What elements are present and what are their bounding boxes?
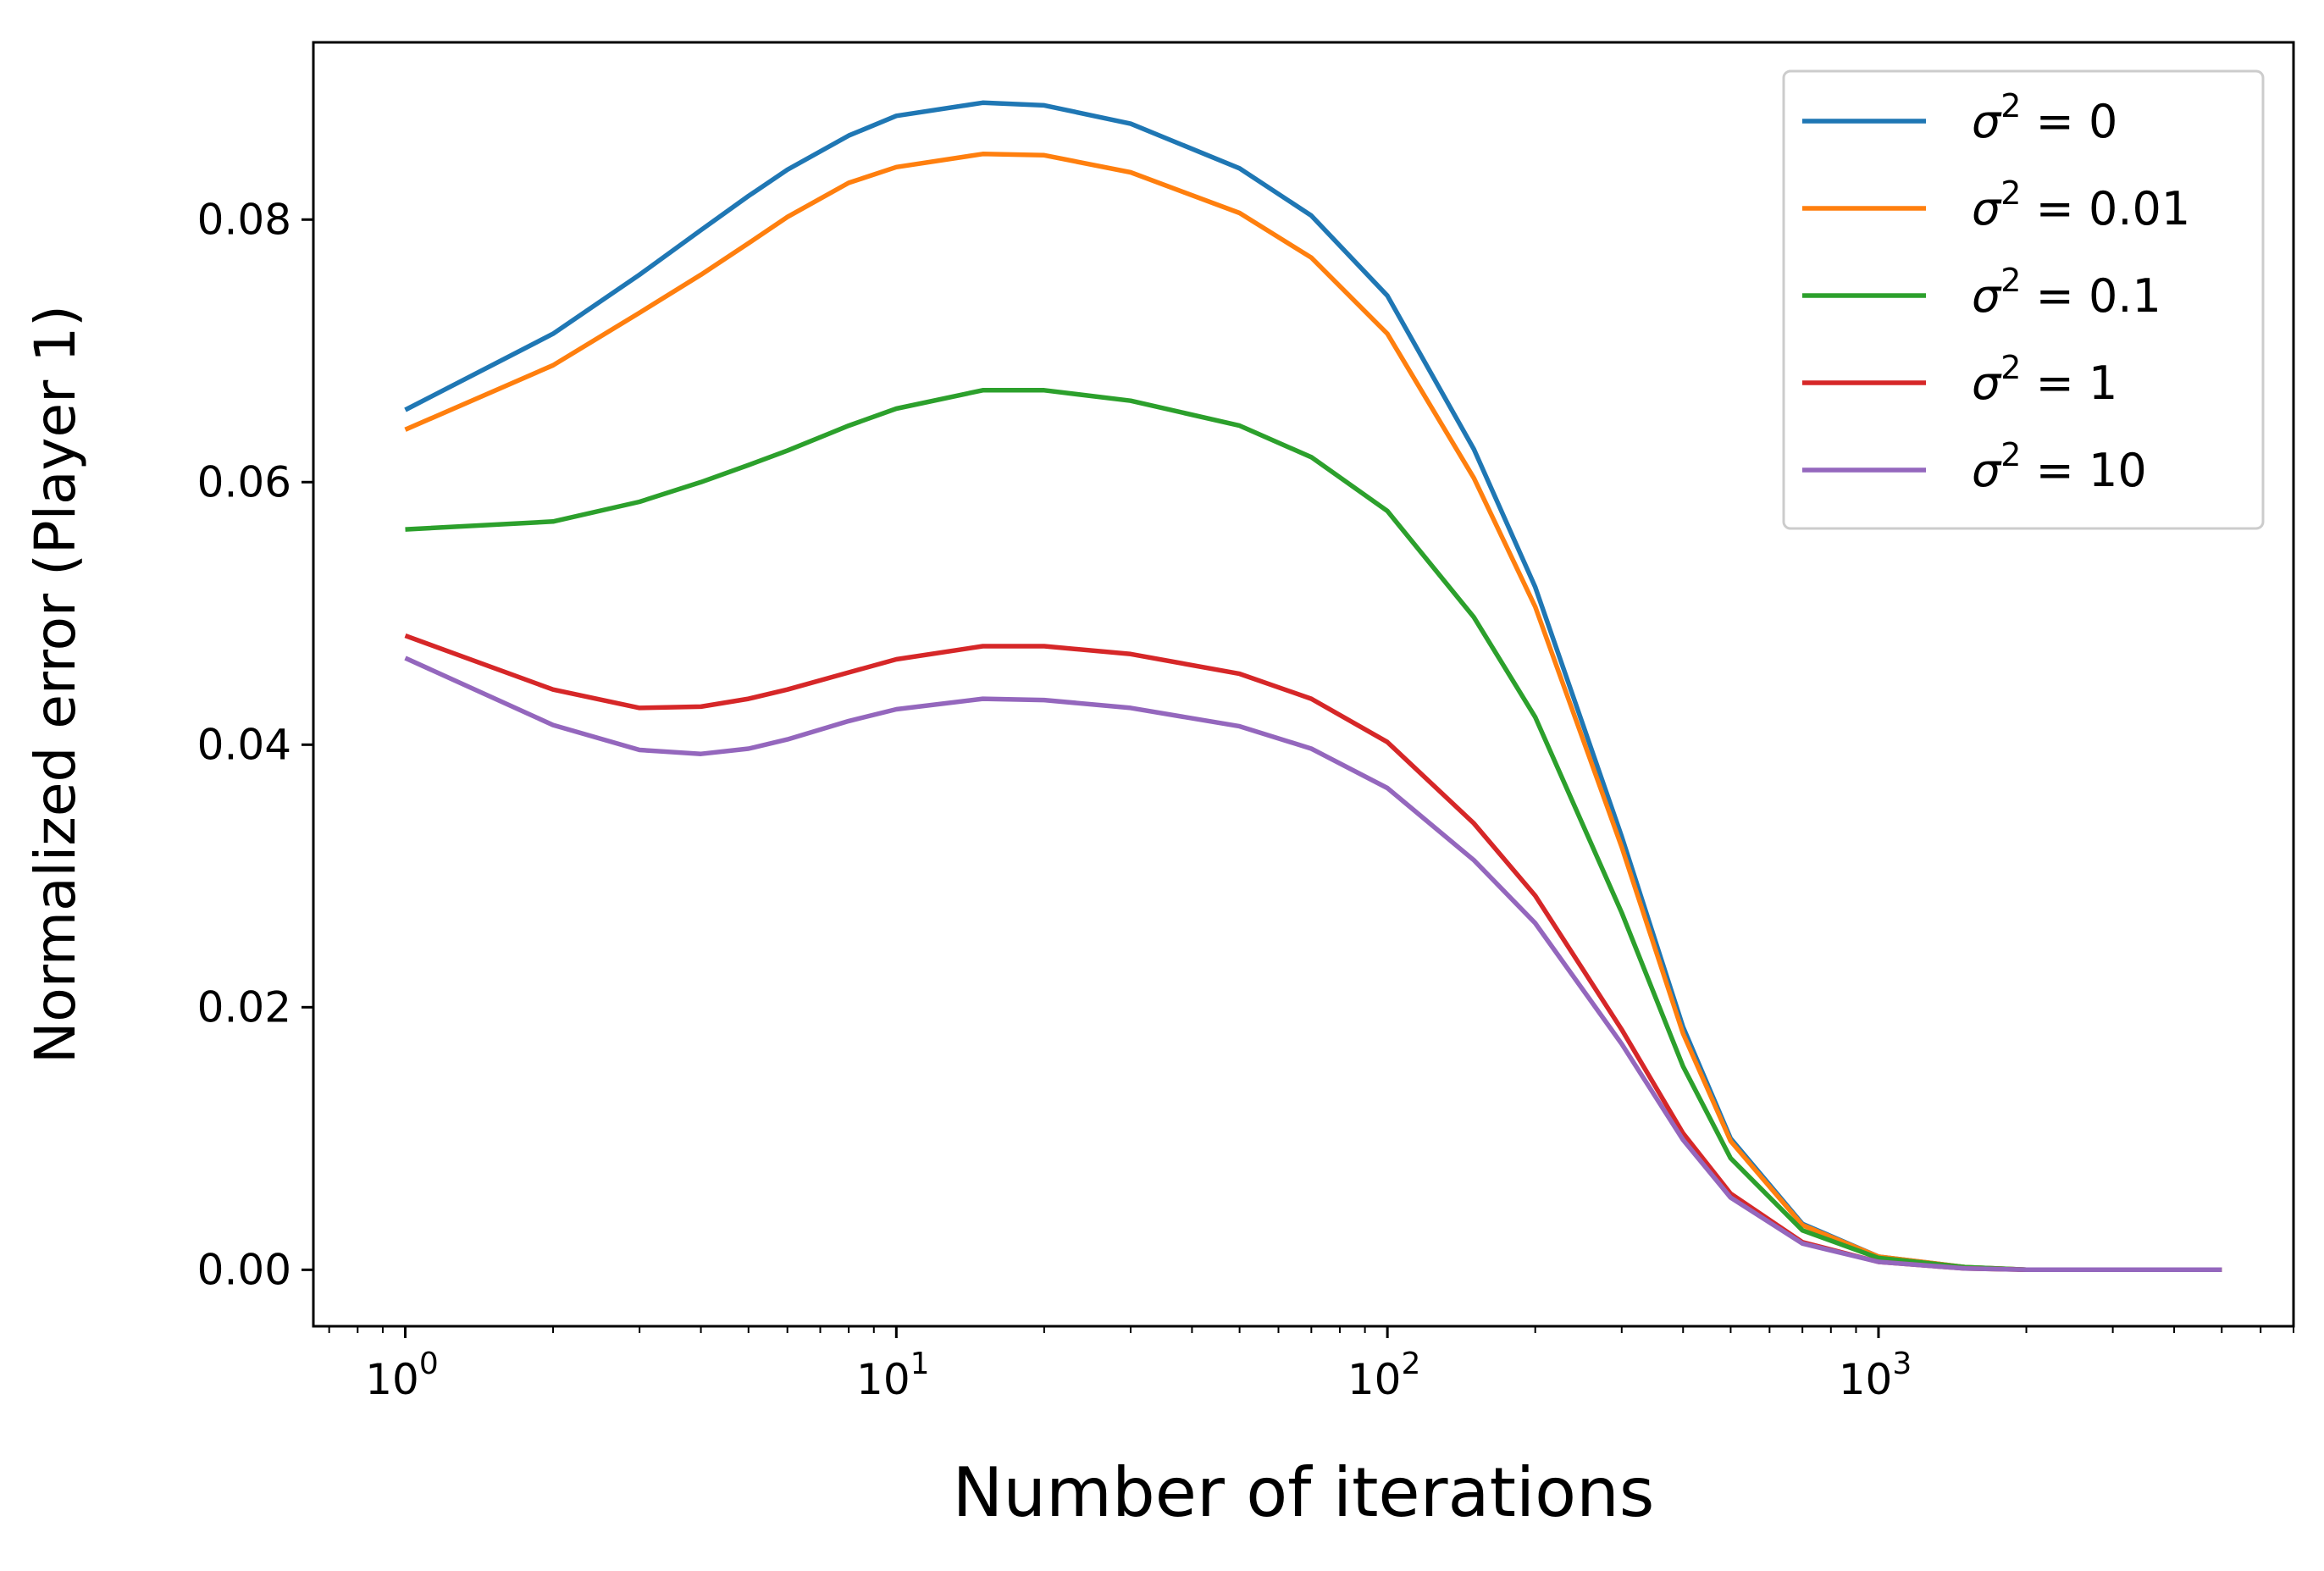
x-tick-label-0: 100 — [365, 1347, 439, 1404]
series-line-4 — [404, 656, 2222, 1273]
legend-label-3: σ2 = 1 — [1972, 349, 2117, 410]
legend-box — [1782, 69, 2265, 530]
x-tick-label-2: 102 — [1347, 1347, 1421, 1404]
legend-label-0: σ2 = 0 — [1972, 87, 2117, 148]
x-tick-label-1: 101 — [856, 1347, 930, 1404]
y-axis: 0.00 0.02 0.04 0.06 0.08 — [197, 195, 313, 1294]
x-axis: 100 101 102 103 — [328, 1326, 2294, 1404]
plot-area-frame — [312, 41, 2295, 1328]
legend-label-1: σ2 = 0.01 — [1972, 174, 2190, 235]
y-tick-label-0: 0.00 — [197, 1245, 291, 1294]
y-tick-label-1: 0.02 — [197, 982, 291, 1032]
x-tick-label-3: 103 — [1839, 1347, 1912, 1404]
y-tick-label-2: 0.04 — [197, 720, 291, 769]
legend: σ2 = 0 σ2 = 0.01 σ2 = 0.1 σ2 = 1 σ2 = 10 — [1782, 69, 2265, 530]
legend-label-4: σ2 = 10 — [1972, 436, 2147, 497]
series-layer — [404, 100, 2222, 1273]
legend-label-2: σ2 = 0.1 — [1972, 262, 2161, 323]
series-line-2 — [405, 388, 2222, 1273]
y-tick-label-4: 0.08 — [197, 195, 291, 244]
y-tick-label-3: 0.06 — [197, 457, 291, 506]
x-axis-label: Number of iterations — [953, 1453, 1655, 1532]
y-axis-label: Normalized error (Player 1) — [23, 305, 88, 1064]
